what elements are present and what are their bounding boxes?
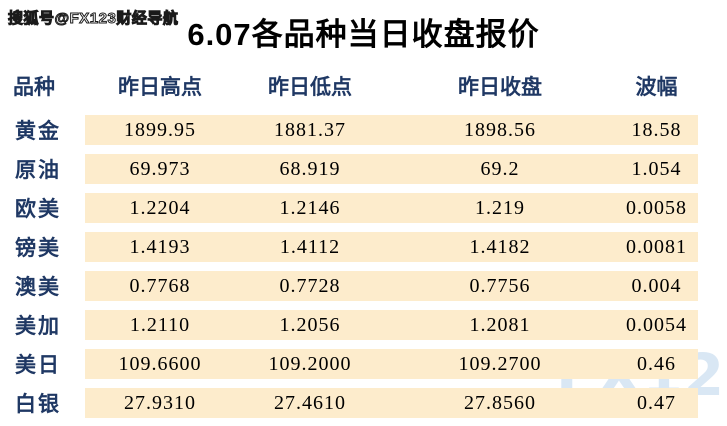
table-row: 黄金 1899.95 1881.37 1898.56 18.58 bbox=[0, 115, 698, 145]
prev-high-value: 109.6600 bbox=[85, 349, 235, 379]
instrument-label: 美加 bbox=[15, 315, 61, 338]
table-row: 原油 69.973 68.919 69.2 1.054 bbox=[0, 154, 698, 184]
prev-low-value: 0.7728 bbox=[235, 271, 385, 301]
instrument-label: 美日 bbox=[15, 354, 61, 377]
prev-close-value: 1.219 bbox=[385, 193, 615, 223]
prev-low-value: 27.4610 bbox=[235, 388, 385, 418]
prev-close-value: 109.2700 bbox=[385, 349, 615, 379]
instrument-label: 黄金 bbox=[15, 120, 61, 143]
prev-low-value: 68.919 bbox=[235, 154, 385, 184]
prev-low-value: 1.2056 bbox=[235, 310, 385, 340]
prev-close-value: 1898.56 bbox=[385, 115, 615, 145]
sohu-account-watermark: 搜狐号@FX123财经导航 bbox=[7, 10, 179, 28]
instrument-label: 澳美 bbox=[15, 276, 61, 299]
prev-low-value: 1.4112 bbox=[235, 232, 385, 262]
column-header-prev-low: 昨日低点 bbox=[268, 76, 352, 99]
prev-high-value: 1.2204 bbox=[85, 193, 235, 223]
table-row: 白银 27.9310 27.4610 27.8560 0.47 bbox=[0, 388, 698, 418]
range-value: 0.0054 bbox=[615, 310, 698, 340]
range-value: 0.0058 bbox=[615, 193, 698, 223]
prev-high-value: 1899.95 bbox=[85, 115, 235, 145]
column-header-prev-close: 昨日收盘 bbox=[458, 76, 542, 99]
instrument-label: 原油 bbox=[15, 159, 61, 182]
page-title: 6.07各品种当日收盘报价 bbox=[187, 17, 540, 52]
prev-close-value: 69.2 bbox=[385, 154, 615, 184]
prev-close-value: 1.4182 bbox=[385, 232, 615, 262]
column-header-prev-high: 昨日高点 bbox=[118, 76, 202, 99]
table-row: 美日 109.6600 109.2000 109.2700 0.46 bbox=[0, 349, 698, 379]
column-header-range: 波幅 bbox=[635, 76, 678, 99]
instrument-label: 镑美 bbox=[15, 237, 61, 260]
table-row: 镑美 1.4193 1.4112 1.4182 0.0081 bbox=[0, 232, 698, 262]
prev-high-value: 0.7768 bbox=[85, 271, 235, 301]
prev-close-value: 27.8560 bbox=[385, 388, 615, 418]
prev-close-value: 1.2081 bbox=[385, 310, 615, 340]
prev-high-value: 1.2110 bbox=[85, 310, 235, 340]
column-header-instrument: 品种 bbox=[13, 76, 55, 99]
table-header-row: 品种 昨日高点 昨日低点 昨日收盘 波幅 bbox=[0, 66, 698, 106]
instrument-label: 白银 bbox=[15, 393, 61, 416]
table-row: 澳美 0.7768 0.7728 0.7756 0.004 bbox=[0, 271, 698, 301]
quotes-table: 品种 昨日高点 昨日低点 昨日收盘 波幅 黄金 1899.95 1881.37 … bbox=[0, 57, 698, 426]
instrument-label: 欧美 bbox=[15, 198, 61, 221]
range-value: 0.47 bbox=[615, 388, 698, 418]
prev-close-value: 0.7756 bbox=[385, 271, 615, 301]
prev-high-value: 27.9310 bbox=[85, 388, 235, 418]
range-value: 0.0081 bbox=[615, 232, 698, 262]
range-value: 0.46 bbox=[615, 349, 698, 379]
range-value: 18.58 bbox=[615, 115, 698, 145]
prev-low-value: 109.2000 bbox=[235, 349, 385, 379]
table-row: 美加 1.2110 1.2056 1.2081 0.0054 bbox=[0, 310, 698, 340]
prev-high-value: 69.973 bbox=[85, 154, 235, 184]
range-value: 1.054 bbox=[615, 154, 698, 184]
prev-low-value: 1881.37 bbox=[235, 115, 385, 145]
range-value: 0.004 bbox=[615, 271, 698, 301]
prev-high-value: 1.4193 bbox=[85, 232, 235, 262]
table-row: 欧美 1.2204 1.2146 1.219 0.0058 bbox=[0, 193, 698, 223]
prev-low-value: 1.2146 bbox=[235, 193, 385, 223]
